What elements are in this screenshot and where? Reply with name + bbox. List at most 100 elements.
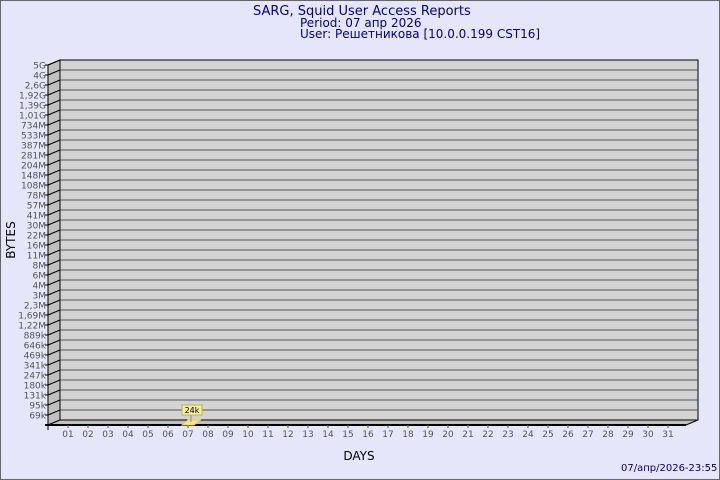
x-tick-label: 03 xyxy=(102,430,113,440)
x-tick-label: 25 xyxy=(542,430,553,440)
wall-tick xyxy=(47,109,61,116)
wall-tick xyxy=(47,339,61,346)
x-tick-label: 24 xyxy=(522,430,534,440)
user-label: User: Решетникова [10.0.0.199 CST16] xyxy=(300,27,541,41)
x-tick-label: 27 xyxy=(582,430,593,440)
wall-tick xyxy=(47,249,61,256)
y-tick-label: 4G xyxy=(33,72,46,82)
y-tick-label: 889k xyxy=(24,332,47,342)
y-tick-label: 1,92G xyxy=(19,92,46,102)
y-tick-label: 69k xyxy=(29,412,46,422)
x-tick-label: 18 xyxy=(402,430,414,440)
wall-tick xyxy=(47,119,61,126)
x-tick-label: 14 xyxy=(322,430,334,440)
wall-tick xyxy=(47,359,61,366)
x-tick-label: 02 xyxy=(82,430,93,440)
wall-tick xyxy=(47,79,61,86)
x-tick-label: 13 xyxy=(302,430,313,440)
timestamp: 07/апр/2026-23:55 xyxy=(621,463,718,474)
y-tick-label: 131k xyxy=(24,392,47,402)
wall-tick xyxy=(47,279,61,286)
y-tick-label: 5G xyxy=(33,62,46,72)
y-tick-label: 2,6G xyxy=(25,82,46,92)
x-tick-label: 09 xyxy=(222,430,234,440)
y-tick-label: 22M xyxy=(27,232,46,242)
x-tick-label: 19 xyxy=(422,430,434,440)
x-tick-label: 31 xyxy=(662,430,673,440)
wall-tick xyxy=(47,309,61,316)
wall-tick xyxy=(47,379,61,386)
x-tick-label: 22 xyxy=(482,430,493,440)
wall-tick xyxy=(47,149,61,156)
y-tick-label: 57M xyxy=(27,202,46,212)
x-tick-label: 15 xyxy=(342,430,353,440)
wall-tick xyxy=(47,179,61,186)
wall-tick xyxy=(47,299,61,306)
wall-tick xyxy=(47,89,61,96)
wall-tick xyxy=(47,139,61,146)
wall-tick xyxy=(47,409,61,416)
wall-tick xyxy=(47,69,61,76)
x-tick-label: 01 xyxy=(62,430,73,440)
x-axis-label: DAYS xyxy=(343,449,374,463)
x-tick-label: 06 xyxy=(162,430,174,440)
wall-tick xyxy=(47,349,61,356)
y-tick-label: 41M xyxy=(27,212,46,222)
wall-tick xyxy=(47,289,61,296)
wall-tick xyxy=(47,399,61,406)
x-tick-label: 04 xyxy=(122,430,134,440)
x-tick-label: 16 xyxy=(362,430,374,440)
y-tick-label: 108M xyxy=(21,182,46,192)
wall-tick xyxy=(47,129,61,136)
chart-title: SARG, Squid User Access Reports xyxy=(253,4,471,19)
y-tick-label: 2,3M xyxy=(24,302,46,312)
wall-tick xyxy=(47,159,61,166)
wall-tick xyxy=(47,189,61,196)
y-tick-label: 469k xyxy=(24,352,47,362)
wall-tick xyxy=(47,239,61,246)
wall-tick xyxy=(47,259,61,266)
y-tick-label: 95k xyxy=(29,402,46,412)
x-tick-label: 29 xyxy=(622,430,634,440)
y-tick-label: 8M xyxy=(33,262,47,272)
y-tick-label: 3M xyxy=(33,292,47,302)
x-tick-label: 30 xyxy=(642,430,654,440)
y-tick-label: 734M xyxy=(21,122,46,132)
y-tick-label: 1,01G xyxy=(19,112,46,122)
y-tick-label: 1,22M xyxy=(18,322,46,332)
wall-tick xyxy=(47,389,61,396)
y-tick-label: 4M xyxy=(33,282,47,292)
x-tick-label: 23 xyxy=(502,430,513,440)
x-tick-label: 20 xyxy=(442,430,454,440)
y-tick-label: 16M xyxy=(27,242,46,252)
y-tick-label: 180k xyxy=(24,382,47,392)
wall-tick xyxy=(47,59,61,66)
y-tick-label: 30M xyxy=(27,222,46,232)
x-tick-label: 17 xyxy=(382,430,393,440)
period-label: Period: 07 апр 2026 xyxy=(300,16,422,30)
wall-tick xyxy=(47,99,61,106)
wall-tick xyxy=(47,209,61,216)
wall-tick xyxy=(47,219,61,226)
y-tick-label: 387M xyxy=(21,142,46,152)
x-tick-label: 10 xyxy=(242,430,254,440)
wall-tick xyxy=(47,369,61,376)
wall-tick xyxy=(47,169,61,176)
y-axis-label: BYTES xyxy=(4,221,18,258)
y-tick-label: 646k xyxy=(24,342,47,352)
wall-tick xyxy=(47,229,61,236)
bar-day-07 xyxy=(180,419,202,426)
wall-tick xyxy=(47,319,61,326)
y-tick-label: 1,39G xyxy=(19,102,46,112)
data-label: 24k xyxy=(185,406,200,415)
x-tick-label: 21 xyxy=(462,430,473,440)
y-tick-label: 6M xyxy=(33,272,47,282)
x-tick-label: 05 xyxy=(142,430,153,440)
x-tick-label: 12 xyxy=(282,430,293,440)
y-tick-label: 1,69M xyxy=(18,312,46,322)
x-tick-label: 26 xyxy=(562,430,574,440)
wall-tick xyxy=(47,329,61,336)
x-tick-label: 07 xyxy=(182,430,193,440)
y-tick-label: 281M xyxy=(21,152,46,162)
y-tick-label: 204M xyxy=(21,162,46,172)
